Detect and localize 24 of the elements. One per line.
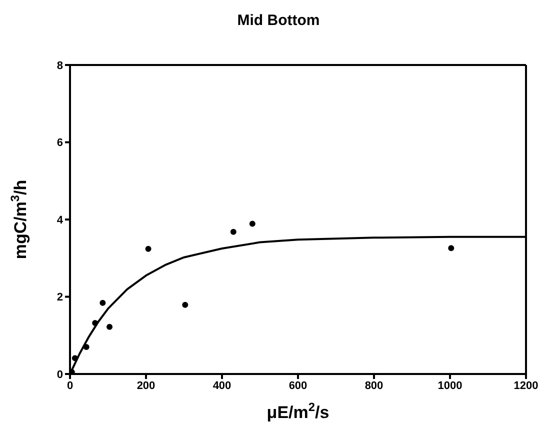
y-tick-label: 6 [56,137,63,150]
x-tick-label: 1200 [514,380,538,392]
y-tick-label: 8 [56,60,63,72]
point [145,246,152,252]
x-tick-label: 800 [364,380,384,392]
point [249,220,256,227]
point [230,228,236,235]
x-tick-label: 400 [212,380,232,392]
x-tick-label: 200 [136,380,156,392]
point [182,302,188,308]
point [92,320,98,326]
x-tick-label: 1000 [438,380,462,392]
point [100,300,106,306]
point [106,324,113,330]
x-axis-title: μE/m$^{2}$/s [266,400,330,422]
point [448,245,454,252]
x-tick-label: 600 [288,380,308,392]
x-tick-label: 0 [66,380,74,392]
chart-title: Mid Bottom [236,12,321,31]
point [83,344,90,350]
y-tick-label: 4 [56,214,64,226]
point [72,355,78,362]
y-tick-label: 0 [56,368,63,381]
y-tick-label: 2 [56,292,63,304]
